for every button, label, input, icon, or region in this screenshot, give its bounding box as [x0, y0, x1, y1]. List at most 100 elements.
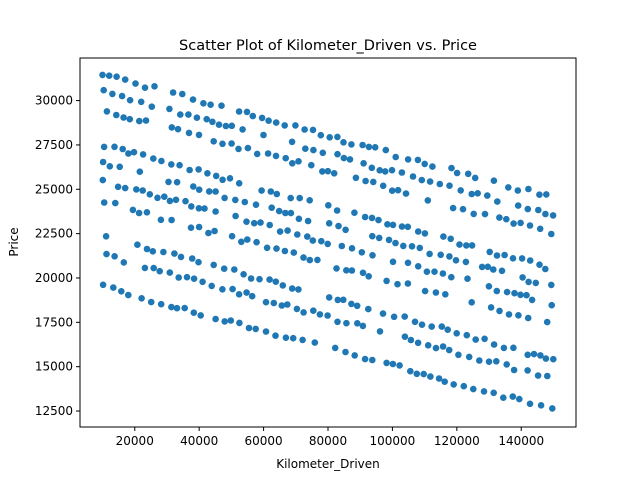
data-point — [493, 287, 501, 295]
data-point — [486, 248, 494, 256]
data-point — [249, 112, 257, 120]
data-point — [176, 161, 183, 169]
data-point — [146, 191, 154, 198]
data-point — [346, 156, 354, 163]
data-point — [142, 117, 150, 124]
data-point — [358, 249, 366, 256]
data-point — [266, 221, 274, 229]
data-point — [111, 143, 118, 151]
data-point — [222, 122, 230, 130]
data-point — [494, 198, 501, 205]
data-point — [468, 190, 476, 198]
data-point — [205, 229, 212, 237]
data-point — [421, 287, 429, 295]
data-point — [518, 255, 526, 262]
data-point — [190, 309, 198, 317]
data-point — [408, 243, 416, 250]
data-point — [282, 209, 289, 217]
data-point — [195, 131, 203, 139]
data-point — [203, 115, 210, 123]
data-point — [439, 343, 447, 350]
data-point — [333, 207, 341, 214]
data-point — [436, 180, 444, 188]
data-point — [448, 164, 455, 172]
data-point — [304, 217, 312, 225]
data-point — [273, 190, 281, 198]
data-point — [365, 143, 373, 151]
data-point — [179, 90, 186, 98]
data-point — [369, 232, 376, 240]
data-point — [524, 351, 531, 359]
data-point — [389, 360, 397, 368]
data-point — [409, 173, 417, 180]
y-tick-label: 30000 — [35, 94, 73, 108]
data-point — [195, 166, 202, 173]
data-point — [426, 178, 434, 185]
data-point — [500, 344, 508, 352]
data-point — [319, 149, 327, 157]
data-point — [120, 114, 127, 121]
data-point — [543, 191, 550, 198]
data-point — [517, 219, 524, 227]
y-tick-label: 22500 — [35, 227, 73, 241]
data-point — [168, 124, 176, 131]
data-point — [343, 319, 350, 327]
data-point — [195, 223, 203, 231]
data-point — [365, 305, 372, 313]
data-point — [105, 72, 113, 79]
data-point — [340, 296, 347, 304]
data-point — [221, 194, 228, 202]
data-point — [383, 277, 390, 285]
data-point — [369, 356, 376, 364]
data-point — [189, 96, 197, 103]
data-point — [404, 223, 412, 231]
data-point — [168, 216, 175, 224]
data-point — [139, 187, 146, 194]
y-tick-label: 27500 — [35, 138, 73, 152]
data-point — [239, 126, 246, 133]
data-point — [173, 304, 181, 312]
data-point — [414, 263, 422, 270]
data-point — [193, 114, 201, 121]
data-point — [177, 111, 184, 118]
x-tick-label: 120000 — [434, 434, 480, 448]
data-point — [485, 283, 493, 290]
data-point — [99, 176, 107, 184]
data-point — [524, 367, 531, 374]
data-point — [207, 101, 214, 108]
data-point — [143, 209, 151, 216]
data-point — [384, 221, 391, 228]
data-point — [160, 248, 167, 256]
data-point — [171, 250, 178, 257]
data-point — [468, 242, 476, 249]
data-point — [182, 197, 189, 205]
data-point — [326, 134, 334, 141]
data-point — [392, 239, 399, 247]
data-point — [537, 352, 544, 359]
data-point — [218, 102, 225, 109]
data-point — [481, 335, 488, 343]
data-point — [284, 227, 291, 234]
data-point — [168, 303, 175, 311]
data-point — [424, 197, 432, 204]
data-point — [427, 373, 434, 380]
data-point — [534, 372, 542, 379]
data-point — [169, 89, 177, 96]
data-point — [524, 205, 532, 213]
data-point — [526, 400, 534, 408]
data-point — [457, 187, 465, 194]
y-tick-label: 20000 — [35, 271, 73, 285]
data-point — [235, 145, 242, 153]
data-point — [510, 344, 517, 352]
data-point — [352, 174, 360, 182]
data-point — [388, 187, 396, 194]
data-point — [188, 203, 195, 210]
data-point — [490, 341, 498, 348]
data-point — [258, 114, 266, 122]
y-axis-title: Price — [7, 227, 21, 256]
data-point — [500, 394, 507, 402]
data-point — [407, 336, 415, 344]
data-point — [359, 269, 367, 277]
data-point — [126, 96, 134, 104]
data-point — [487, 304, 495, 311]
